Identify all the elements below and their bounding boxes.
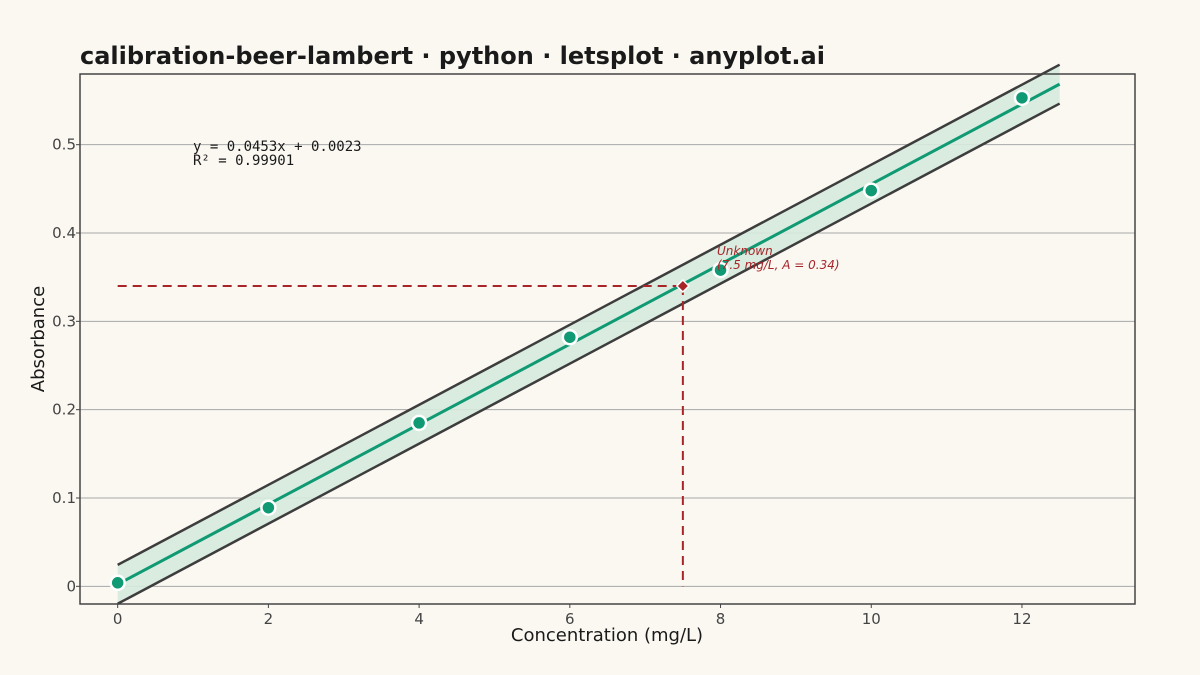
x-tick-label: 2 <box>264 610 274 628</box>
y-axis-ticks: 0 0.1 0.2 0.3 0.4 0.5 <box>52 136 80 595</box>
y-tick-label: 0.5 <box>52 136 76 154</box>
prediction-band-lower <box>117 102 1061 605</box>
y-tick-label: 0 <box>66 577 76 595</box>
data-point <box>410 414 428 432</box>
unknown-marker <box>675 278 690 294</box>
unknown-sample-group <box>117 278 690 587</box>
chart-title: calibration-beer-lambert · python · lets… <box>80 42 825 70</box>
regression-equation: y = 0.0453x + 0.0023 <box>193 139 362 155</box>
calibration-points <box>109 89 1031 592</box>
x-tick-label: 4 <box>414 610 424 628</box>
data-point <box>260 499 277 516</box>
regression-line <box>116 82 1061 586</box>
x-tick-label: 0 <box>113 610 123 628</box>
data-point <box>561 328 579 346</box>
x-axis-title: Concentration (mg/L) <box>511 625 703 646</box>
prediction-band-upper <box>117 63 1061 566</box>
x-tick-label: 8 <box>716 610 726 628</box>
data-point <box>863 182 880 199</box>
x-axis-ticks: 0 2 4 6 8 10 12 <box>113 604 1032 628</box>
r-squared-value: R² = 0.99901 <box>193 153 294 169</box>
y-tick-label: 0.2 <box>52 401 76 419</box>
plot-frame <box>79 73 1136 605</box>
data-point <box>712 261 729 279</box>
y-tick-label: 0.3 <box>52 312 76 330</box>
y-axis-title: Absorbance <box>28 286 49 392</box>
data-point <box>1013 89 1031 107</box>
unknown-label-value: (7.5 mg/L, A = 0.34) <box>717 258 840 272</box>
regression-line-group <box>116 82 1061 586</box>
data-point <box>109 574 126 592</box>
y-tick-label: 0.1 <box>52 489 76 507</box>
x-tick-label: 12 <box>1012 610 1031 628</box>
x-tick-label: 6 <box>565 610 575 628</box>
y-tick-label: 0.4 <box>52 224 76 242</box>
unknown-label-title: Unknown <box>717 244 773 258</box>
x-tick-label: 10 <box>862 610 881 628</box>
